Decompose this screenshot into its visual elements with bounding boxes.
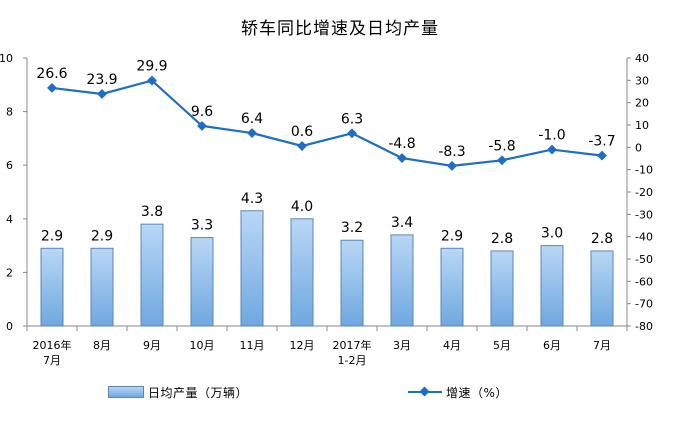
- bar-daily-output: [290, 218, 314, 327]
- line-data-label: 29.9: [136, 59, 167, 75]
- x-axis-tick-label: 9月: [143, 339, 161, 352]
- growth-rate-marker: [597, 150, 607, 161]
- right-axis-tick-label: -70: [635, 298, 653, 311]
- x-axis-tick-label: 6月: [543, 339, 561, 352]
- right-axis-tick-label: -30: [635, 208, 653, 221]
- bar-daily-output: [190, 237, 214, 327]
- line-data-label: -5.8: [488, 138, 515, 154]
- line-data-label: -8.3: [438, 144, 465, 160]
- bar-data-label: 4.3: [241, 191, 263, 207]
- growth-rate-marker: [497, 155, 507, 166]
- legend-daily-output: 日均产量（万辆）: [108, 384, 248, 400]
- x-axis-tick-label: 7月: [593, 339, 611, 352]
- line-data-label: -3.7: [588, 134, 615, 150]
- line-data-label: 6.3: [341, 111, 363, 127]
- left-axis-tick-label: 6: [6, 159, 13, 172]
- growth-rate-marker: [47, 82, 57, 93]
- line-data-label: 0.6: [291, 124, 313, 140]
- growth-rate-marker: [197, 120, 207, 131]
- legend-line-swatch: [408, 385, 442, 399]
- bar-daily-output: [240, 210, 264, 327]
- left-axis-tick-label: 10: [0, 52, 13, 65]
- x-axis-tick-label: 4月: [443, 339, 461, 352]
- right-axis-tick-label: 30: [635, 74, 649, 87]
- x-axis-tick-label: 1-2月: [338, 354, 367, 367]
- bar-data-label: 3.2: [341, 220, 363, 236]
- right-axis-tick-label: -50: [635, 253, 653, 266]
- line-data-label: 26.6: [36, 66, 67, 82]
- growth-rate-marker: [547, 144, 557, 155]
- right-axis-tick-label: 0: [635, 141, 642, 154]
- bar-data-label: 3.8: [141, 204, 163, 220]
- legend-growth-rate: 增速（%）: [408, 384, 508, 400]
- x-axis-tick-label: 7月: [43, 354, 61, 367]
- bar-data-label: 2.9: [41, 228, 63, 244]
- growth-rate-marker: [147, 75, 157, 86]
- legend-daily-output-label: 日均产量（万辆）: [148, 385, 249, 400]
- right-axis-tick-label: -10: [635, 164, 653, 177]
- x-axis-tick-label: 11月: [240, 339, 265, 352]
- bar-daily-output: [390, 234, 414, 327]
- growth-rate-marker: [347, 128, 357, 139]
- left-axis-tick-label: 2: [6, 266, 13, 279]
- right-axis-tick-label: -20: [635, 186, 653, 199]
- bar-daily-output: [540, 245, 564, 327]
- bar-daily-output: [140, 223, 164, 327]
- line-data-label: -4.8: [388, 136, 415, 152]
- line-data-label: 23.9: [86, 72, 117, 88]
- left-axis-tick-label: 4: [6, 213, 13, 226]
- x-axis-tick-label: 2016年: [33, 338, 72, 352]
- left-axis-tick-label: 8: [6, 106, 13, 119]
- x-axis-tick-label: 5月: [493, 339, 511, 352]
- legend-bar-swatch: [108, 386, 144, 398]
- left-axis-tick-label: 0: [6, 320, 13, 333]
- chart-title: 轿车同比增速及日均产量: [241, 19, 439, 39]
- right-axis-tick-label: -40: [635, 231, 653, 244]
- growth-rate-marker: [397, 153, 407, 164]
- bar-daily-output: [590, 250, 614, 327]
- x-axis-tick-label: 8月: [93, 339, 111, 352]
- bar-data-label: 2.9: [91, 228, 113, 244]
- x-axis-tick-label: 3月: [393, 339, 411, 352]
- bar-daily-output: [440, 247, 464, 327]
- bar-data-label: 3.0: [541, 226, 563, 242]
- bar-data-label: 3.3: [191, 218, 213, 234]
- bar-data-label: 2.8: [491, 231, 513, 247]
- bar-daily-output: [40, 247, 64, 327]
- right-axis-tick-label: 20: [635, 97, 649, 110]
- right-axis-tick-label: 10: [635, 119, 649, 132]
- bar-data-label: 4.0: [291, 199, 313, 215]
- bar-data-label: 2.9: [441, 228, 463, 244]
- bar-daily-output: [340, 239, 364, 327]
- growth-rate-marker: [97, 89, 107, 99]
- bar-data-label: 3.4: [391, 215, 413, 231]
- growth-rate-line: [51, 79, 603, 167]
- growth-rate-marker: [447, 160, 457, 171]
- right-axis-tick-label: -80: [635, 320, 653, 333]
- right-axis-tick-label: -60: [635, 275, 653, 288]
- bar-data-label: 2.8: [591, 231, 613, 247]
- line-data-label: -1.0: [538, 128, 565, 144]
- x-axis-tick-label: 10月: [190, 339, 215, 352]
- bar-daily-output: [490, 250, 514, 327]
- right-axis-tick-label: 40: [635, 52, 649, 65]
- line-data-label: 6.4: [241, 111, 263, 127]
- x-axis-tick-label: 12月: [290, 339, 315, 352]
- legend-growth-rate-label: 增速（%）: [446, 385, 508, 400]
- x-axis-tick-label: 2017年: [333, 338, 372, 352]
- line-data-label: 9.6: [191, 104, 213, 120]
- growth-rate-marker: [247, 128, 257, 138]
- bar-daily-output: [90, 247, 114, 327]
- growth-rate-marker: [297, 141, 307, 151]
